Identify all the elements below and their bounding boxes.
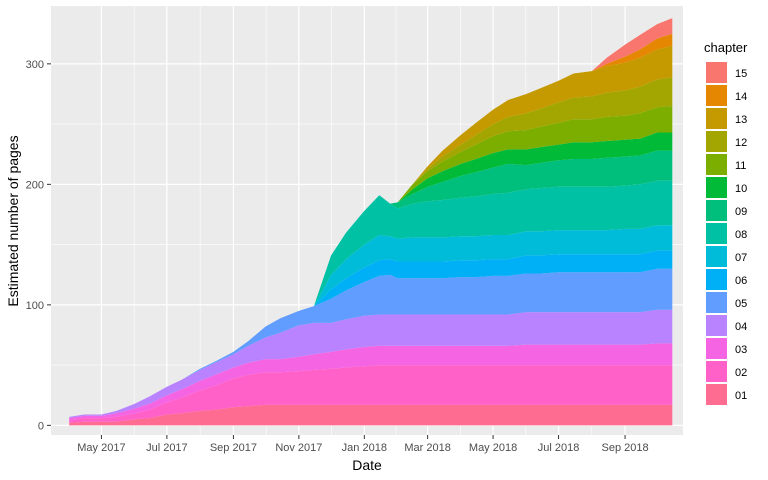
legend-key-02 <box>706 361 727 382</box>
legend-label-15: 15 <box>735 68 747 80</box>
x-tick-label: Jul 2018 <box>538 442 580 454</box>
legend-key-03 <box>706 338 727 359</box>
legend-key-07 <box>706 246 727 267</box>
legend-label-04: 04 <box>735 321 747 333</box>
legend-key-05 <box>706 292 727 313</box>
legend-label-14: 14 <box>735 91 747 103</box>
legend-label-08: 08 <box>735 229 747 241</box>
legend: chapter 15 14 13 12 11 10 09 08 07 06 05 04 03 02 01 <box>704 40 748 405</box>
legend-title: chapter <box>704 40 748 55</box>
legend-key-09 <box>706 200 727 221</box>
legend-label-11: 11 <box>735 160 746 172</box>
x-tick-label: Sep 2017 <box>210 442 257 454</box>
legend-label-01: 01 <box>735 390 747 402</box>
legend-key-12 <box>706 131 727 152</box>
y-tick-label: 100 <box>26 300 44 312</box>
x-tick-label: Sep 2018 <box>602 442 649 454</box>
legend-label-03: 03 <box>735 344 747 356</box>
legend-label-05: 05 <box>735 298 747 310</box>
y-tick-label: 300 <box>26 59 44 71</box>
legend-key-15 <box>706 62 727 83</box>
x-tick-label: May 2018 <box>469 442 517 454</box>
legend-key-13 <box>706 108 727 129</box>
legend-label-13: 13 <box>735 114 747 126</box>
legend-key-04 <box>706 315 727 336</box>
x-axis-title: Date <box>352 457 382 473</box>
legend-label-02: 02 <box>735 367 747 379</box>
x-tick-label: May 2017 <box>77 442 125 454</box>
legend-label-06: 06 <box>735 275 747 287</box>
legend-key-11 <box>706 154 727 175</box>
x-tick-label: Mar 2018 <box>404 442 450 454</box>
legend-key-01 <box>706 384 727 405</box>
y-axis-title: Estimated number of pages <box>5 135 21 306</box>
x-axis: May 2017 Jul 2017 Sep 2017 Nov 2017 Jan 2018… <box>77 435 648 454</box>
x-tick-label: Jul 2017 <box>146 442 188 454</box>
legend-label-12: 12 <box>735 137 747 149</box>
y-tick-label: 200 <box>26 179 44 191</box>
legend-key-08 <box>706 223 727 244</box>
legend-key-06 <box>706 269 727 290</box>
legend-key-10 <box>706 177 727 198</box>
legend-label-07: 07 <box>735 252 747 264</box>
legend-label-10: 10 <box>735 183 747 195</box>
x-tick-label: Nov 2017 <box>275 442 322 454</box>
legend-label-09: 09 <box>735 206 747 218</box>
y-tick-label: 0 <box>38 420 44 432</box>
legend-key-14 <box>706 85 727 106</box>
x-tick-label: Jan 2018 <box>342 442 387 454</box>
y-axis: 0 100 200 300 <box>26 59 51 433</box>
